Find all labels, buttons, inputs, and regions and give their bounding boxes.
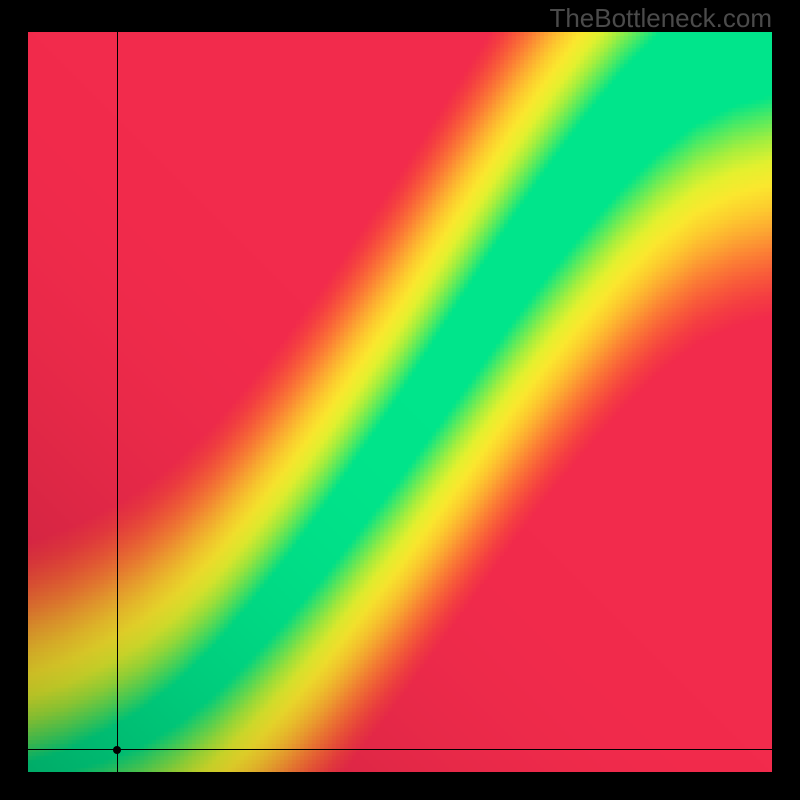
bottleneck-heatmap — [28, 32, 772, 772]
chart-container: TheBottleneck.com — [0, 0, 800, 800]
watermark-text: TheBottleneck.com — [549, 3, 772, 34]
